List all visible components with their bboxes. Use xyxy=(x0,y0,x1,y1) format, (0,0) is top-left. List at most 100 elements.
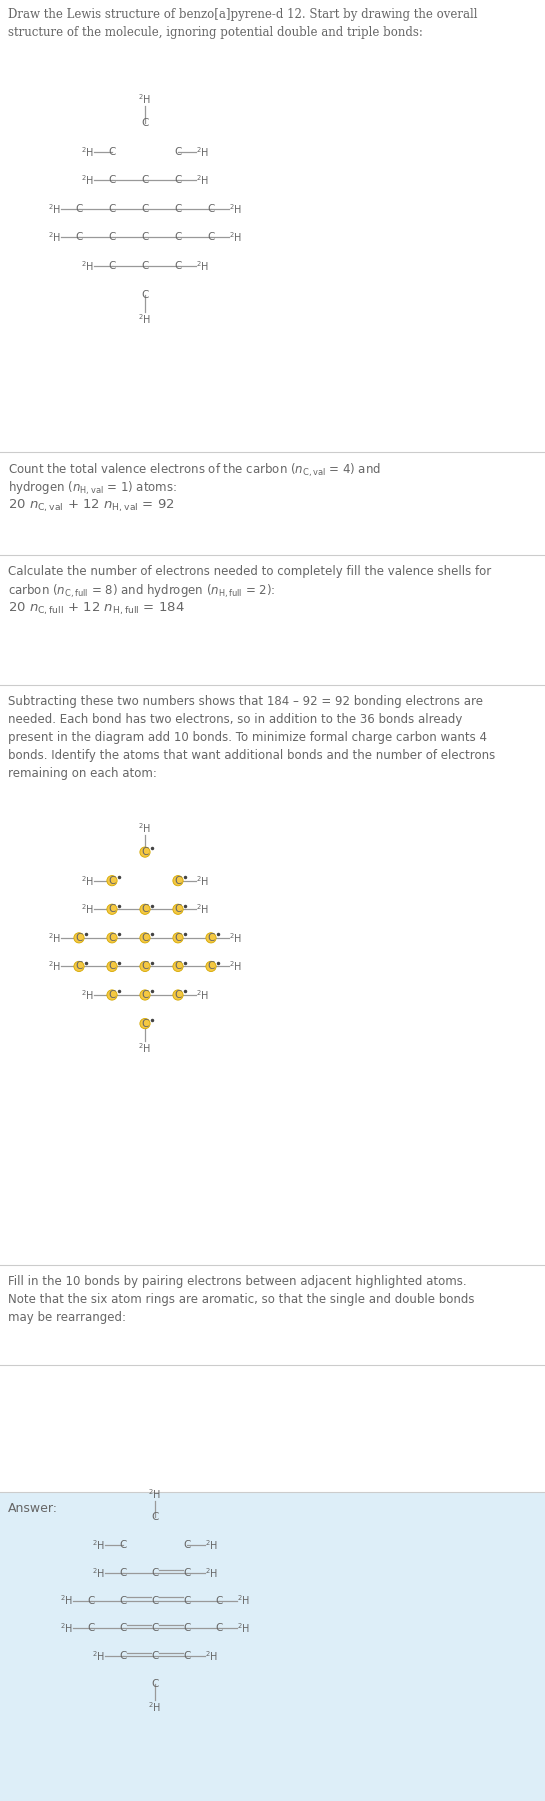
Circle shape xyxy=(107,904,117,915)
Text: C: C xyxy=(183,1569,191,1578)
Text: $^{2}$H: $^{2}$H xyxy=(196,144,209,158)
Text: C: C xyxy=(174,991,181,1000)
Text: C: C xyxy=(174,261,181,270)
Circle shape xyxy=(206,962,216,971)
Text: Calculate the number of electrons needed to completely fill the valence shells f: Calculate the number of electrons needed… xyxy=(8,566,491,578)
Text: $^{2}$H: $^{2}$H xyxy=(237,1594,250,1608)
Text: $^{2}$H: $^{2}$H xyxy=(48,960,61,973)
Circle shape xyxy=(140,846,150,857)
Text: C: C xyxy=(108,204,116,214)
Text: $^{2}$H: $^{2}$H xyxy=(138,821,152,836)
Text: 20 $n_{\mathrm{C,val}}$ + 12 $n_{\mathrm{H,val}}$ = 92: 20 $n_{\mathrm{C,val}}$ + 12 $n_{\mathrm… xyxy=(8,499,174,515)
Text: $^{2}$H: $^{2}$H xyxy=(92,1538,105,1552)
Text: C: C xyxy=(174,175,181,186)
Circle shape xyxy=(107,933,117,944)
Text: C: C xyxy=(141,846,149,857)
Text: C: C xyxy=(207,933,215,944)
Text: C: C xyxy=(141,904,149,915)
Text: $^{2}$H: $^{2}$H xyxy=(229,202,243,216)
Circle shape xyxy=(140,991,150,1000)
Text: $^{2}$H: $^{2}$H xyxy=(148,1700,161,1715)
Circle shape xyxy=(107,875,117,886)
Text: $^{2}$H: $^{2}$H xyxy=(81,259,94,274)
Text: $^{2}$H: $^{2}$H xyxy=(48,231,61,245)
Text: needed. Each bond has two electrons, so in addition to the 36 bonds already: needed. Each bond has two electrons, so … xyxy=(8,713,462,726)
Circle shape xyxy=(206,933,216,944)
Text: C: C xyxy=(75,933,83,944)
Text: C: C xyxy=(174,875,181,886)
Text: C: C xyxy=(108,232,116,243)
Text: C: C xyxy=(119,1569,126,1578)
Text: C: C xyxy=(108,991,116,1000)
Text: $^{2}$H: $^{2}$H xyxy=(81,173,94,187)
Text: $^{2}$H: $^{2}$H xyxy=(196,173,209,187)
Text: $^{2}$H: $^{2}$H xyxy=(48,931,61,946)
Text: $^{2}$H: $^{2}$H xyxy=(48,202,61,216)
Text: C: C xyxy=(152,1679,159,1689)
Text: $^{2}$H: $^{2}$H xyxy=(81,989,94,1001)
Text: C: C xyxy=(108,904,116,915)
Text: C: C xyxy=(87,1623,95,1634)
Circle shape xyxy=(140,962,150,971)
Text: Draw the Lewis structure of benzo[a]pyrene-d 12. Start by drawing the overall: Draw the Lewis structure of benzo[a]pyre… xyxy=(8,7,477,22)
Text: C: C xyxy=(119,1652,126,1661)
Text: C: C xyxy=(215,1623,223,1634)
Text: $^{2}$H: $^{2}$H xyxy=(138,312,152,326)
Circle shape xyxy=(173,991,183,1000)
Text: $^{2}$H: $^{2}$H xyxy=(81,144,94,158)
Text: C: C xyxy=(108,261,116,270)
Text: Subtracting these two numbers shows that 184 – 92 = 92 bonding electrons are: Subtracting these two numbers shows that… xyxy=(8,695,483,708)
Text: C: C xyxy=(152,1513,159,1522)
Text: C: C xyxy=(152,1652,159,1661)
Text: $^{2}$H: $^{2}$H xyxy=(81,902,94,917)
Text: C: C xyxy=(183,1596,191,1605)
Text: C: C xyxy=(141,261,149,270)
Text: C: C xyxy=(152,1569,159,1578)
Text: Fill in the 10 bonds by pairing electrons between adjacent highlighted atoms.: Fill in the 10 bonds by pairing electron… xyxy=(8,1275,467,1288)
Text: $^{2}$H: $^{2}$H xyxy=(229,931,243,946)
Text: C: C xyxy=(152,1623,159,1634)
Text: $^{2}$H: $^{2}$H xyxy=(196,259,209,274)
Text: $^{2}$H: $^{2}$H xyxy=(60,1621,74,1635)
Text: C: C xyxy=(119,1596,126,1605)
Text: $^{2}$H: $^{2}$H xyxy=(229,231,243,245)
FancyBboxPatch shape xyxy=(0,1491,545,1801)
Text: C: C xyxy=(174,146,181,157)
Text: C: C xyxy=(141,962,149,971)
Text: remaining on each atom:: remaining on each atom: xyxy=(8,767,157,780)
Text: carbon ($n_{\mathrm{C,full}}$ = 8) and hydrogen ($n_{\mathrm{H,full}}$ = 2):: carbon ($n_{\mathrm{C,full}}$ = 8) and h… xyxy=(8,584,276,600)
Circle shape xyxy=(107,962,117,971)
Text: C: C xyxy=(215,1596,223,1605)
Text: $^{2}$H: $^{2}$H xyxy=(204,1538,217,1552)
Text: C: C xyxy=(119,1540,126,1551)
Text: C: C xyxy=(152,1596,159,1605)
Circle shape xyxy=(173,962,183,971)
Text: C: C xyxy=(119,1623,126,1634)
Circle shape xyxy=(173,933,183,944)
Text: C: C xyxy=(141,933,149,944)
Circle shape xyxy=(140,933,150,944)
Text: C: C xyxy=(87,1596,95,1605)
Text: C: C xyxy=(108,875,116,886)
Text: C: C xyxy=(108,146,116,157)
Text: C: C xyxy=(108,962,116,971)
Text: C: C xyxy=(141,991,149,1000)
Text: Note that the six atom rings are aromatic, so that the single and double bonds: Note that the six atom rings are aromati… xyxy=(8,1293,475,1306)
Text: C: C xyxy=(141,175,149,186)
Text: C: C xyxy=(75,962,83,971)
Text: $^{2}$H: $^{2}$H xyxy=(138,92,152,106)
Circle shape xyxy=(107,991,117,1000)
Text: hydrogen ($n_{\mathrm{H,val}}$ = 1) atoms:: hydrogen ($n_{\mathrm{H,val}}$ = 1) atom… xyxy=(8,481,177,497)
Text: $^{2}$H: $^{2}$H xyxy=(229,960,243,973)
Text: C: C xyxy=(207,232,215,243)
Text: Count the total valence electrons of the carbon ($n_{\mathrm{C,val}}$ = 4) and: Count the total valence electrons of the… xyxy=(8,463,381,479)
Text: C: C xyxy=(141,232,149,243)
Circle shape xyxy=(173,904,183,915)
Circle shape xyxy=(140,1018,150,1028)
Text: C: C xyxy=(183,1623,191,1634)
Text: bonds. Identify the atoms that want additional bonds and the number of electrons: bonds. Identify the atoms that want addi… xyxy=(8,749,495,762)
Text: C: C xyxy=(174,904,181,915)
Text: C: C xyxy=(108,933,116,944)
Text: C: C xyxy=(141,119,149,128)
Text: $^{2}$H: $^{2}$H xyxy=(237,1621,250,1635)
